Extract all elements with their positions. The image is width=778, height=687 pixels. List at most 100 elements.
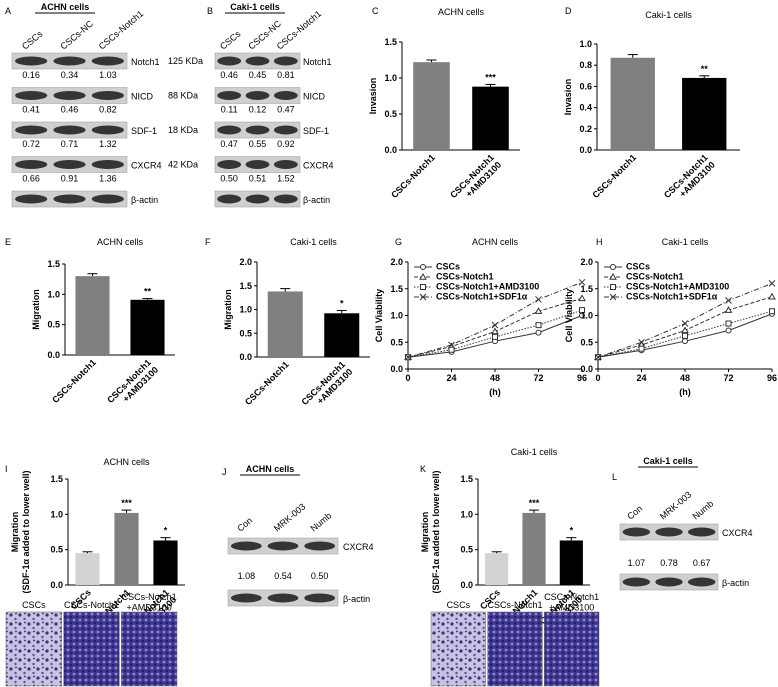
blot-band bbox=[273, 56, 298, 66]
legend-label: CSCs-Notch1 bbox=[436, 272, 494, 282]
legend-marker bbox=[610, 264, 616, 270]
lane-label: CSCs bbox=[20, 28, 45, 51]
chart-title: ACHN cells bbox=[472, 237, 519, 247]
blot-band bbox=[91, 91, 124, 100]
y-tick-label: 0.0 bbox=[580, 364, 593, 374]
micrograph-label: CSCs-Notch1 +AMD3100 bbox=[544, 592, 599, 612]
blot-band bbox=[15, 194, 48, 204]
y-tick-label: 1.0 bbox=[460, 509, 473, 519]
band-ratio: 0.50 bbox=[220, 174, 238, 184]
x-tick-label: 0 bbox=[595, 373, 600, 383]
panel-letter: I bbox=[5, 464, 8, 474]
band-ratio: 0.11 bbox=[221, 105, 238, 115]
blot-band bbox=[304, 541, 336, 551]
legend-marker bbox=[609, 293, 617, 301]
marker bbox=[404, 353, 412, 361]
blot-band bbox=[687, 577, 716, 587]
lane-label: Con bbox=[235, 515, 254, 533]
blot-band bbox=[217, 56, 242, 66]
lane-label: CSCs-Notch1 bbox=[275, 9, 324, 52]
panel-letter: J bbox=[222, 467, 227, 477]
band-ratio: 0.81 bbox=[277, 70, 295, 80]
size-label: 88 KDa bbox=[168, 91, 198, 101]
y-axis-note: (SDF-1α added to lower well) bbox=[21, 470, 31, 593]
y-tick-label: 2.0 bbox=[239, 257, 252, 267]
blot-band bbox=[273, 160, 298, 169]
y-axis-label: Cell Viability bbox=[564, 289, 574, 342]
bar bbox=[610, 57, 655, 150]
y-tick-label: 0.5 bbox=[50, 545, 63, 555]
chart-title: ACHN cells bbox=[438, 7, 485, 17]
blot-band bbox=[53, 125, 86, 135]
lane-label: CSCs bbox=[218, 28, 243, 51]
y-tick-label: 0.0 bbox=[47, 350, 60, 360]
marker bbox=[724, 306, 733, 313]
marker bbox=[491, 327, 499, 335]
y-axis-label: Migration bbox=[31, 289, 41, 330]
blot-band bbox=[622, 527, 651, 537]
bar bbox=[75, 276, 110, 355]
x-tick-label: 24 bbox=[636, 373, 646, 383]
micrograph bbox=[5, 611, 62, 687]
x-tick-label: CSCs-Notch1 bbox=[50, 357, 98, 405]
legend-marker bbox=[610, 284, 616, 290]
band-ratio: 0.45 bbox=[249, 70, 267, 80]
panel-letter: H bbox=[596, 237, 603, 247]
marker bbox=[638, 338, 645, 346]
band-ratio: 0.51 bbox=[249, 174, 267, 184]
blot-band bbox=[15, 160, 48, 169]
chart-title: Caki-1 cells bbox=[511, 447, 558, 457]
marker bbox=[681, 326, 689, 334]
row-label: CXCR4 bbox=[303, 161, 334, 171]
y-tick-label: 0.5 bbox=[580, 337, 593, 347]
blot-band bbox=[53, 160, 86, 169]
chart-title: Caki-1 cells bbox=[662, 237, 709, 247]
micrograph bbox=[544, 611, 600, 687]
blot-band bbox=[15, 56, 48, 66]
chart-title: ACHN cells bbox=[103, 457, 150, 467]
row-label: SDF-1 bbox=[131, 126, 157, 136]
lane-label: CSCs-Notch1 bbox=[97, 9, 146, 52]
row-label: β-actin bbox=[131, 195, 158, 205]
significance: *** bbox=[485, 72, 496, 82]
marker bbox=[725, 320, 732, 327]
micrograph-label: CSCs-Notch1 bbox=[64, 600, 119, 610]
blot-band bbox=[267, 593, 299, 603]
marker bbox=[535, 296, 542, 303]
band-ratio: 0.91 bbox=[61, 174, 79, 184]
y-tick-label: 1.0 bbox=[580, 311, 593, 321]
micrograph bbox=[430, 611, 486, 687]
legend-marker bbox=[420, 284, 426, 290]
blot-band bbox=[245, 160, 270, 169]
x-tick-label: 72 bbox=[533, 373, 543, 383]
marker bbox=[535, 329, 542, 336]
blot-band bbox=[15, 91, 48, 100]
legend-label: CSCs-Notch1 bbox=[626, 272, 684, 282]
blot-band bbox=[91, 194, 124, 204]
bar bbox=[559, 540, 583, 585]
band-ratio: 0.16 bbox=[22, 70, 40, 80]
y-tick-label: 0.5 bbox=[239, 328, 252, 338]
y-axis-label: Invasion bbox=[368, 78, 378, 115]
significance: * bbox=[570, 526, 574, 536]
micrograph-label: CSCs-Notch1 bbox=[487, 600, 542, 610]
x-tick-label: CSCs-Notch1+AMD3100 bbox=[662, 152, 717, 207]
x-tick-label: 24 bbox=[446, 373, 456, 383]
y-tick-label: 1.5 bbox=[384, 37, 397, 47]
marker bbox=[448, 341, 455, 349]
band-ratio: 1.03 bbox=[99, 70, 117, 80]
band-ratio: 0.12 bbox=[249, 105, 267, 115]
bar bbox=[324, 313, 360, 357]
blot-band bbox=[53, 91, 86, 100]
blot-band bbox=[245, 194, 270, 204]
x-axis-label: (h) bbox=[489, 387, 501, 397]
marker bbox=[768, 280, 776, 287]
band-ratio: 1.36 bbox=[99, 174, 117, 184]
legend-label: CSCs-Notch1+AMD3100 bbox=[436, 282, 539, 292]
blot-band bbox=[622, 577, 651, 587]
chart-title: Caki-1 cells bbox=[290, 237, 337, 247]
panel-letter: K bbox=[420, 464, 426, 474]
blot-band bbox=[230, 541, 262, 551]
x-tick-label: 96 bbox=[767, 373, 777, 383]
